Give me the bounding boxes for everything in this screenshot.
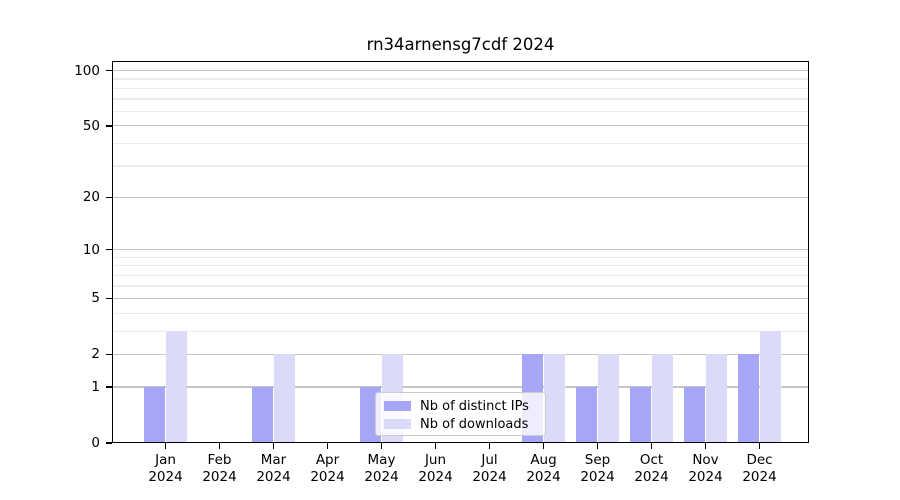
legend-item-downloads: Nb of downloads [384,415,545,433]
bar-downloads [543,354,566,443]
bar-downloads [273,354,296,443]
y-axis-tick [106,386,112,388]
y-axis-tick-label: 10 [82,241,100,258]
bar-downloads [651,354,674,443]
x-axis-tick [434,443,437,449]
x-axis-tick-label: Jul 2024 [472,452,507,485]
legend: Nb of distinct IPs Nb of downloads [375,392,546,436]
x-axis-tick [272,443,275,449]
x-axis-tick [488,443,491,449]
bar-distinct-ips [683,387,706,443]
x-axis-tick-label: Jun 2024 [418,452,453,485]
gridline-major [113,248,808,251]
x-axis-tick-label: Feb 2024 [202,452,237,485]
y-axis-tick-label: 0 [91,435,100,451]
y-axis-tick-label: 2 [91,346,100,363]
x-axis-tick [164,443,167,449]
distinct-ips-swatch-icon [384,401,411,411]
x-axis-tick [650,443,653,449]
y-axis-tick-label: 5 [91,290,100,307]
bar-distinct-ips [737,354,760,443]
y-axis-tick [106,442,112,444]
bar-downloads [759,331,782,443]
x-axis-tick-label: Aug 2024 [526,452,561,485]
gridline-major [113,70,808,72]
x-axis-tick-label: May 2024 [364,452,399,485]
x-axis-tick [218,443,221,449]
legend-item-distinct-ips: Nb of distinct IPs [384,397,545,415]
legend-label-downloads: Nb of downloads [420,416,529,432]
y-axis-tick-label: 20 [82,189,100,206]
gridline-minor [113,87,808,90]
y-axis-tick [106,124,112,127]
downloads-swatch-icon [384,419,411,429]
y-axis-tick [106,248,112,251]
gridline-major [113,125,808,127]
bar-distinct-ips [143,387,166,443]
x-axis-tick [542,443,545,449]
gridline-minor [113,98,808,100]
x-axis-tick-label: Nov 2024 [688,452,723,485]
x-axis-tick [704,443,707,449]
gridline-minor [113,78,808,80]
gridline-minor [113,285,808,287]
gridline-minor [113,110,808,112]
x-axis-tick-label: Dec 2024 [742,452,777,485]
x-axis-tick-label: Apr 2024 [310,452,345,485]
y-axis-tick [106,353,112,356]
y-axis-tick [106,196,112,199]
gridline-major [113,297,808,300]
x-axis-tick-label: Jan 2024 [148,452,183,485]
gridline-minor [113,165,808,167]
x-axis-tick-label: Mar 2024 [256,452,291,485]
y-axis-tick-label: 100 [74,62,100,79]
x-axis-tick [596,443,599,449]
gridline-minor [113,274,808,276]
bar-downloads [597,354,620,443]
x-axis-tick-label: Sep 2024 [580,452,615,485]
x-axis-tick-label: Oct 2024 [634,452,669,485]
y-axis-tick-label: 50 [82,117,100,134]
gridline-major [113,196,808,199]
y-axis-tick [106,297,112,300]
gridline-minor [113,312,808,314]
x-axis-tick [758,443,761,449]
bar-downloads [165,331,188,443]
x-axis-tick [326,443,329,449]
bar-distinct-ips [251,387,274,443]
gridline-minor [113,256,808,258]
y-axis-tick-label: 1 [91,379,100,396]
x-axis-tick [380,443,383,449]
gridline-minor [113,265,808,267]
bar-distinct-ips [575,387,598,443]
bar-distinct-ips [629,387,652,443]
chart-title: rn34arnensg7cdf 2024 [366,35,555,54]
y-axis-tick [106,69,112,72]
bar-downloads [705,354,728,443]
gridline-major [113,386,808,388]
gridline-minor [113,142,808,145]
gridline-minor [113,330,808,332]
gridline-major [113,353,808,356]
legend-label-distinct-ips: Nb of distinct IPs [420,398,529,414]
